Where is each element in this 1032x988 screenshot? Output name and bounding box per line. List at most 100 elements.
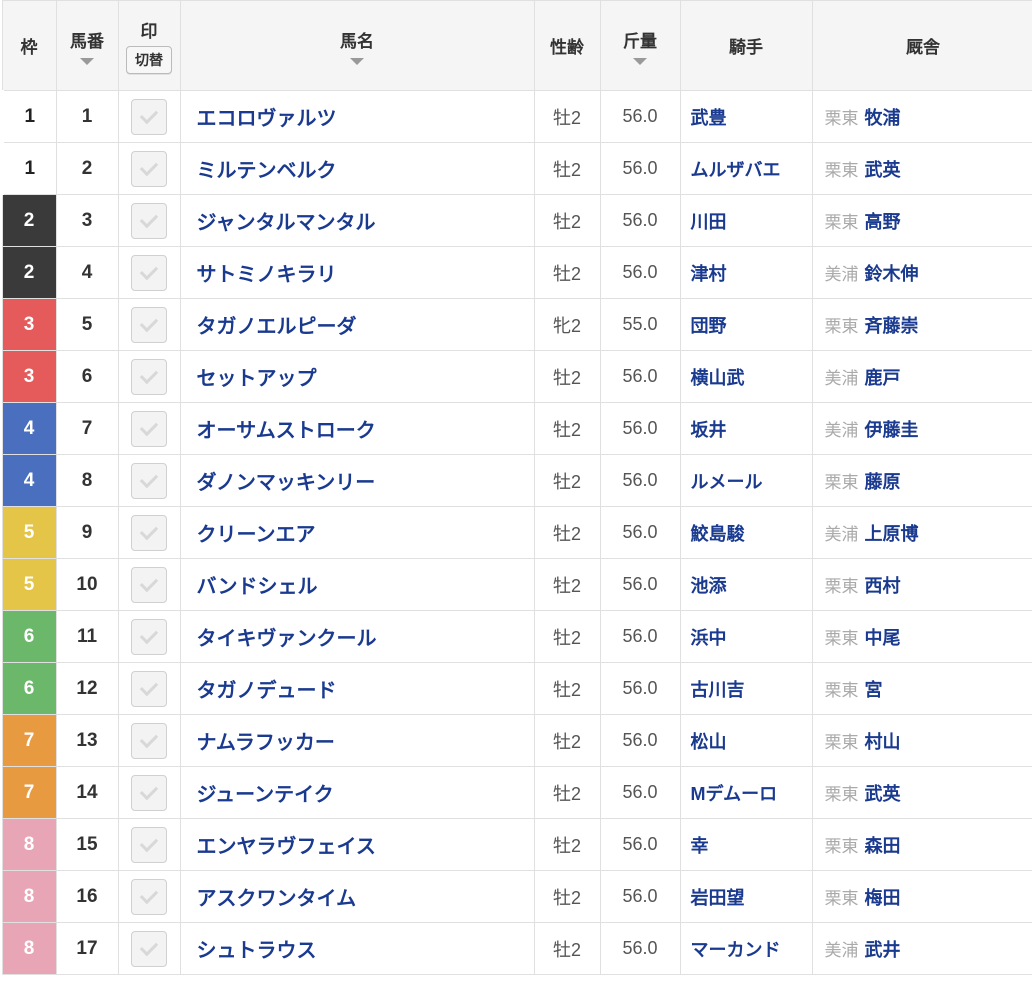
horse-name-link[interactable]: ミルテンベルク <box>197 160 337 182</box>
mark-checkbox[interactable] <box>131 255 167 291</box>
check-icon <box>140 781 158 799</box>
horse-name-link[interactable]: セットアップ <box>197 368 317 390</box>
mark-checkbox[interactable] <box>131 359 167 395</box>
mark-checkbox[interactable] <box>131 931 167 967</box>
header-jockey: 騎手 <box>680 1 812 91</box>
stable-area-label: 栗東 <box>825 733 859 752</box>
stable-cell: 栗東梅田 <box>812 871 1032 923</box>
horse-name-link[interactable]: ジューンテイク <box>197 784 334 806</box>
trainer-link[interactable]: 武英 <box>865 784 901 804</box>
umaban-cell: 6 <box>56 351 118 403</box>
mark-checkbox[interactable] <box>131 879 167 915</box>
mark-checkbox[interactable] <box>131 827 167 863</box>
trainer-link[interactable]: 宮 <box>865 680 883 700</box>
table-row: 48ダノンマッキンリー牡256.0ルメール栗東藤原 <box>2 455 1032 507</box>
horse-name-cell: エコロヴァルツ <box>180 91 534 143</box>
horse-name-link[interactable]: アスクワンタイム <box>197 888 357 910</box>
mark-checkbox[interactable] <box>131 151 167 187</box>
trainer-link[interactable]: 藤原 <box>865 472 901 492</box>
horse-name-link[interactable]: オーサムストローク <box>197 420 376 442</box>
umaban-cell: 9 <box>56 507 118 559</box>
table-row: 47オーサムストローク牡256.0坂井美浦伊藤圭 <box>2 403 1032 455</box>
stable-cell: 栗東武英 <box>812 767 1032 819</box>
jockey-link[interactable]: 川田 <box>691 212 727 232</box>
trainer-link[interactable]: 西村 <box>865 576 901 596</box>
check-icon <box>140 261 158 279</box>
trainer-link[interactable]: 中尾 <box>865 628 901 648</box>
jockey-link[interactable]: 坂井 <box>691 420 727 440</box>
horse-name-link[interactable]: ジャンタルマンタル <box>197 212 376 234</box>
table-header-row: 枠 馬番 印 切替 馬名 性齢 <box>2 1 1032 91</box>
trainer-link[interactable]: 上原博 <box>865 524 919 544</box>
sexage-cell: 牡2 <box>534 559 600 611</box>
weight-cell: 56.0 <box>600 923 680 975</box>
horse-name-link[interactable]: ナムラフッカー <box>197 732 335 754</box>
horse-name-link[interactable]: シュトラウス <box>197 940 317 962</box>
trainer-link[interactable]: 武英 <box>865 160 901 180</box>
jockey-link[interactable]: 松山 <box>691 732 727 752</box>
header-umaban[interactable]: 馬番 <box>56 1 118 91</box>
stable-cell: 美浦伊藤圭 <box>812 403 1032 455</box>
horse-name-link[interactable]: クリーンエア <box>197 524 316 546</box>
mark-cell <box>118 247 180 299</box>
trainer-link[interactable]: 伊藤圭 <box>865 420 919 440</box>
mark-checkbox[interactable] <box>131 463 167 499</box>
horse-name-link[interactable]: タイキヴァンクール <box>197 628 377 650</box>
trainer-link[interactable]: 鈴木伸 <box>865 264 919 284</box>
mark-checkbox[interactable] <box>131 723 167 759</box>
mark-cell <box>118 559 180 611</box>
toggle-button[interactable]: 切替 <box>126 46 172 74</box>
mark-checkbox[interactable] <box>131 99 167 135</box>
header-weight[interactable]: 斤量 <box>600 1 680 91</box>
jockey-link[interactable]: 武豊 <box>691 108 727 128</box>
jockey-link[interactable]: ムルザバエ <box>691 160 781 180</box>
trainer-link[interactable]: 森田 <box>865 836 901 856</box>
trainer-link[interactable]: 鹿戸 <box>865 368 901 388</box>
horse-name-link[interactable]: バンドシェル <box>197 576 318 598</box>
jockey-link[interactable]: 浜中 <box>691 628 727 648</box>
mark-checkbox[interactable] <box>131 203 167 239</box>
mark-checkbox[interactable] <box>131 307 167 343</box>
stable-cell: 栗東中尾 <box>812 611 1032 663</box>
horse-name-link[interactable]: エンヤラヴフェイス <box>197 836 376 858</box>
horse-name-link[interactable]: サトミノキラリ <box>197 264 337 286</box>
jockey-link[interactable]: 古川吉 <box>691 680 745 700</box>
waku-cell: 8 <box>2 923 56 975</box>
jockey-link[interactable]: Mデムーロ <box>691 784 778 804</box>
trainer-link[interactable]: 斉藤崇 <box>865 316 919 336</box>
horse-name-link[interactable]: エコロヴァルツ <box>197 108 337 130</box>
mark-checkbox[interactable] <box>131 515 167 551</box>
trainer-link[interactable]: 牧浦 <box>865 108 901 128</box>
stable-area-label: 栗東 <box>825 629 859 648</box>
trainer-link[interactable]: 村山 <box>865 732 901 752</box>
jockey-link[interactable]: 団野 <box>691 316 727 336</box>
horse-name-link[interactable]: タガノエルピーダ <box>197 316 357 338</box>
mark-checkbox[interactable] <box>131 567 167 603</box>
header-name[interactable]: 馬名 <box>180 1 534 91</box>
horse-name-link[interactable]: タガノデュード <box>197 680 337 702</box>
table-row: 510バンドシェル牡256.0池添栗東西村 <box>2 559 1032 611</box>
jockey-link[interactable]: 鮫島駿 <box>691 524 745 544</box>
stable-area-label: 美浦 <box>825 265 859 284</box>
jockey-link[interactable]: 津村 <box>691 264 727 284</box>
mark-checkbox[interactable] <box>131 671 167 707</box>
table-row: 612タガノデュード牡256.0古川吉栗東宮 <box>2 663 1032 715</box>
jockey-link[interactable]: 横山武 <box>691 368 745 388</box>
trainer-link[interactable]: 武井 <box>865 940 901 960</box>
mark-checkbox[interactable] <box>131 619 167 655</box>
header-sexage-label: 性齢 <box>550 33 584 58</box>
jockey-link[interactable]: マーカンド <box>691 940 781 960</box>
jockey-link[interactable]: 池添 <box>691 576 727 596</box>
trainer-link[interactable]: 梅田 <box>865 888 901 908</box>
table-body: 11エコロヴァルツ牡256.0武豊栗東牧浦12ミルテンベルク牡256.0ムルザバ… <box>2 91 1032 975</box>
jockey-link[interactable]: ルメール <box>691 472 763 492</box>
mark-checkbox[interactable] <box>131 411 167 447</box>
horse-name-link[interactable]: ダノンマッキンリー <box>197 472 376 494</box>
jockey-link[interactable]: 岩田望 <box>691 888 745 908</box>
trainer-link[interactable]: 高野 <box>865 212 901 232</box>
header-umaban-label: 馬番 <box>70 27 104 52</box>
weight-cell: 56.0 <box>600 195 680 247</box>
jockey-link[interactable]: 幸 <box>691 836 709 856</box>
mark-checkbox[interactable] <box>131 775 167 811</box>
jockey-cell: 浜中 <box>680 611 812 663</box>
